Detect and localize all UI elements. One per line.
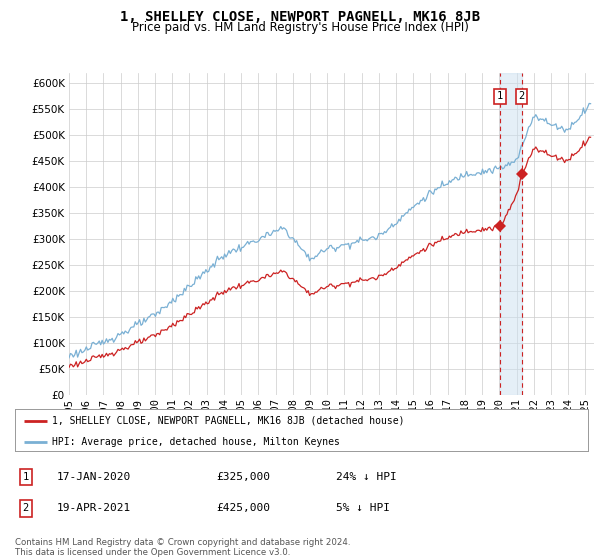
Text: 5% ↓ HPI: 5% ↓ HPI (336, 503, 390, 514)
Text: Contains HM Land Registry data © Crown copyright and database right 2024.
This d: Contains HM Land Registry data © Crown c… (15, 538, 350, 557)
Text: HPI: Average price, detached house, Milton Keynes: HPI: Average price, detached house, Milt… (52, 437, 340, 446)
Text: 17-JAN-2020: 17-JAN-2020 (57, 472, 131, 482)
Text: 1: 1 (497, 91, 503, 101)
Text: 19-APR-2021: 19-APR-2021 (57, 503, 131, 514)
Text: 1, SHELLEY CLOSE, NEWPORT PAGNELL, MK16 8JB: 1, SHELLEY CLOSE, NEWPORT PAGNELL, MK16 … (120, 10, 480, 24)
Text: £425,000: £425,000 (216, 503, 270, 514)
Text: Price paid vs. HM Land Registry's House Price Index (HPI): Price paid vs. HM Land Registry's House … (131, 21, 469, 34)
Text: 2: 2 (23, 503, 29, 514)
Text: 24% ↓ HPI: 24% ↓ HPI (336, 472, 397, 482)
Bar (500, 73, 521, 395)
Text: 1, SHELLEY CLOSE, NEWPORT PAGNELL, MK16 8JB (detached house): 1, SHELLEY CLOSE, NEWPORT PAGNELL, MK16 … (52, 416, 405, 426)
Text: £325,000: £325,000 (216, 472, 270, 482)
Text: 1: 1 (23, 472, 29, 482)
Text: 2: 2 (518, 91, 524, 101)
